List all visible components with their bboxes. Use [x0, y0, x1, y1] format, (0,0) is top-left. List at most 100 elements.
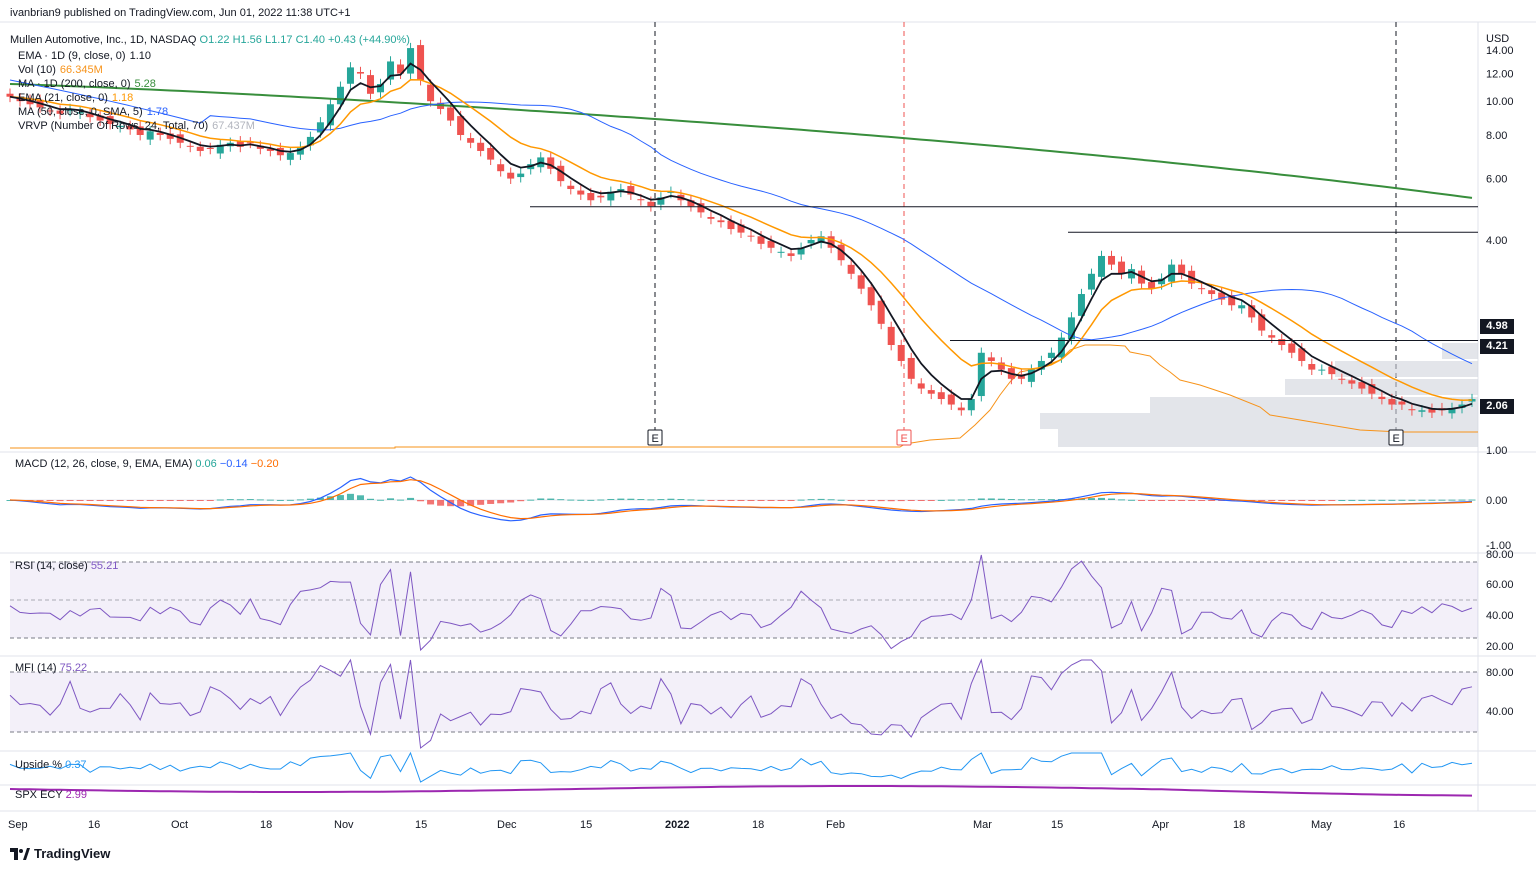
candle-body	[1418, 410, 1426, 412]
indicator-label: MA (50, close, 0, SMA, 5)	[18, 106, 143, 118]
earnings-marker-box[interactable]	[896, 429, 912, 446]
indicator-row[interactable]: VRVP (Number Of Rows, 24, Total, 70) 67.4…	[18, 119, 255, 133]
candle-body	[1338, 378, 1346, 380]
x-axis-ticks: Sep 16 Oct 18 Nov 15 Dec 15 2022 18 Feb Mar 15 Apr 18 M…	[8, 819, 1405, 831]
mfi-label: MFI (14)	[15, 662, 57, 674]
candle-body	[1358, 382, 1366, 389]
macd-histogram-bar	[717, 500, 725, 501]
candle-body	[627, 186, 635, 195]
spx-label: SPX ECY	[15, 789, 63, 801]
macd-histogram-bar	[997, 498, 1005, 500]
macd-histogram-bar	[577, 499, 585, 501]
macd-histogram-bar	[1258, 500, 1266, 501]
candle-body	[1047, 352, 1055, 358]
rsi-line	[9, 554, 1473, 652]
candle-body	[1298, 348, 1306, 361]
candle-body	[1037, 360, 1045, 370]
macd-legend[interactable]: MACD (12, 26, close, 9, EMA, EMA) 0.06 −…	[15, 458, 279, 470]
candle-body	[1027, 369, 1035, 382]
macd-histogram-bar	[977, 498, 985, 500]
candle-body	[957, 407, 965, 411]
indicator-row[interactable]: MA (50, close, 0, SMA, 5) 1.78	[18, 105, 255, 119]
macd-histogram-bar	[517, 500, 525, 502]
candle-body	[647, 201, 655, 207]
macd-histogram-bar	[156, 500, 164, 501]
candle-body	[1288, 343, 1296, 353]
macd-histogram-bar	[797, 499, 805, 501]
candle-body	[1218, 292, 1226, 300]
candle-body	[1097, 255, 1105, 277]
macd-value-3: −0.20	[250, 458, 279, 470]
upside-value: 0.37	[65, 759, 87, 771]
macd-histogram-bar	[847, 500, 855, 501]
indicator-row[interactable]: MA · 1D (200, close, 0) 5.28	[18, 77, 255, 91]
macd-histogram-bar	[136, 500, 144, 501]
macd-histogram-bar	[1027, 499, 1035, 501]
candle-body	[1228, 295, 1236, 306]
indicator-row[interactable]: EMA (21, close, 0) 1.18	[18, 91, 255, 105]
macd-histogram-bar	[1438, 499, 1446, 501]
candle-body	[517, 173, 525, 178]
macd-histogram-bar	[967, 499, 975, 501]
upside-group	[9, 751, 1473, 783]
candle-body	[397, 64, 405, 74]
earnings-marker-box[interactable]	[647, 429, 663, 446]
candle-body	[6, 93, 14, 97]
x-tick-label: 18	[260, 819, 272, 831]
candle-body	[787, 253, 795, 256]
candle-body	[1278, 339, 1286, 345]
candle-body	[346, 67, 354, 84]
candle-body	[377, 84, 385, 93]
macd-histogram-bar	[537, 498, 545, 500]
macd-histogram-bar	[827, 499, 835, 501]
upside-legend[interactable]: Upside % 0.37	[15, 759, 87, 771]
candle-body	[1108, 255, 1116, 265]
macd-histogram-bar	[1388, 499, 1396, 501]
macd-histogram-bar	[837, 499, 845, 501]
macd-histogram-bar	[677, 499, 685, 501]
macd-histogram-bar	[1378, 499, 1386, 501]
earnings-marker-box[interactable]	[1388, 429, 1404, 446]
spx-legend[interactable]: SPX ECY 2.99	[15, 789, 87, 801]
macd-histogram-bar	[397, 499, 405, 501]
macd-histogram-bar	[1368, 499, 1376, 501]
macd-histogram-bar	[917, 500, 925, 501]
tradingview-footer[interactable]: TradingView	[10, 846, 110, 861]
macd-histogram-bar	[1007, 499, 1015, 501]
macd-histogram-bar	[56, 500, 64, 502]
candle-body	[1308, 364, 1316, 370]
candle-body	[877, 300, 885, 324]
candle-body	[977, 352, 985, 397]
spx-group	[9, 785, 1473, 797]
indicator-row[interactable]: EMA · 1D (9, close, 0) 1.10	[18, 49, 255, 63]
rsi-label: RSI (14, close)	[15, 560, 88, 572]
rsi-legend[interactable]: RSI (14, close) 55.21	[15, 560, 118, 572]
candle-body	[1428, 408, 1436, 413]
mfi-legend[interactable]: MFI (14) 75.22	[15, 662, 87, 674]
candle-body	[1328, 366, 1336, 375]
macd-histogram-bar	[527, 499, 535, 501]
macd-histogram-bar	[1138, 500, 1146, 501]
earnings-marker-label: E	[1393, 433, 1400, 445]
macd-histogram-bar	[427, 500, 435, 505]
pane-tick-label: 60.00	[1486, 579, 1514, 591]
candle-body	[917, 383, 925, 389]
indicator-value: 5.28	[134, 78, 156, 90]
candle-body	[86, 113, 94, 118]
candle-body	[927, 390, 935, 394]
candle-body	[807, 240, 815, 244]
candle-body	[1248, 305, 1256, 318]
vrvp-outline	[10, 344, 1478, 449]
candle-body	[767, 240, 775, 248]
y-tick-label: 12.00	[1486, 69, 1514, 81]
macd-histogram-bar	[1208, 500, 1216, 501]
indicator-value: 67.437M	[212, 120, 255, 132]
upside-line	[9, 751, 1473, 783]
symbol-legend[interactable]: Mullen Automotive, Inc., 1D, NASDAQ O1.2…	[10, 33, 410, 47]
price-tag-421: 4.21	[1480, 339, 1514, 354]
candle-body	[1118, 261, 1126, 274]
x-tick-label: 15	[1051, 819, 1063, 831]
indicator-row[interactable]: Vol (10) 66.345M	[18, 63, 255, 77]
